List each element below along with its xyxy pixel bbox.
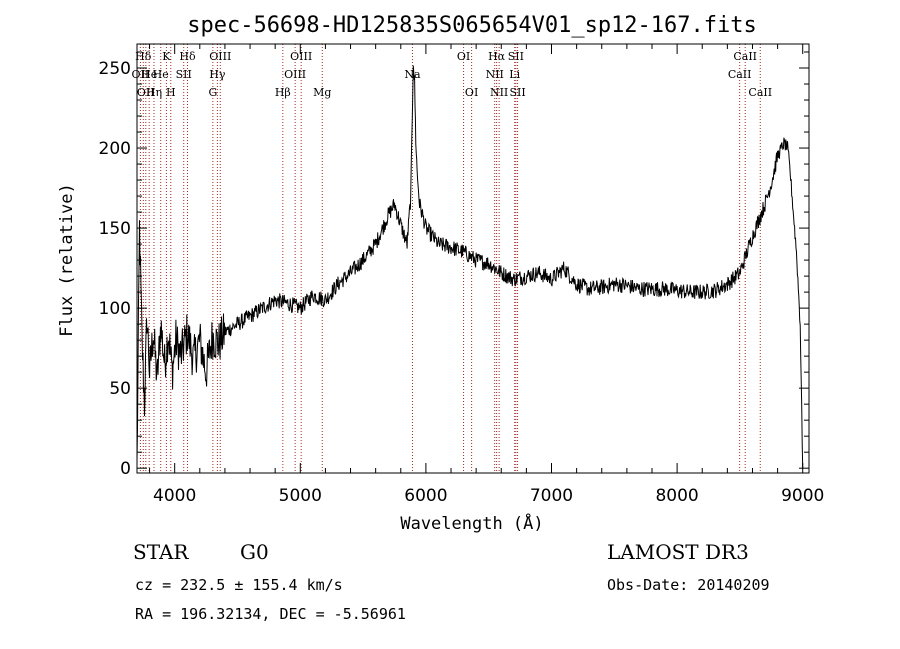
reference-label-18: OI bbox=[457, 50, 470, 63]
reference-label-23: Li bbox=[509, 68, 520, 81]
reference-label-24: SII bbox=[508, 50, 524, 63]
y-tick-label: 0 bbox=[120, 459, 131, 479]
reference-label-28: CaII bbox=[748, 86, 772, 99]
reference-label-4: Hη bbox=[146, 86, 162, 99]
spectrum-line bbox=[136, 65, 804, 469]
y-tick-label: 100 bbox=[99, 299, 131, 319]
reference-label-10: G bbox=[208, 86, 217, 99]
y-tick-label: 150 bbox=[99, 219, 131, 239]
observation-date: Obs-Date: 20140209 bbox=[607, 576, 770, 594]
x-tick-label: 7000 bbox=[530, 486, 573, 506]
x-tick-label: 5000 bbox=[279, 486, 322, 506]
reference-label-16: Mg bbox=[313, 86, 331, 99]
x-tick-label: 4000 bbox=[153, 486, 196, 506]
y-tick-label: 250 bbox=[99, 59, 131, 79]
reference-label-11: Hγ bbox=[209, 68, 226, 81]
reference-label-27: CaII bbox=[733, 50, 757, 63]
reference-label-20: NII bbox=[486, 68, 504, 81]
reference-label-13: Hβ bbox=[275, 86, 291, 99]
reference-label-3: He bbox=[141, 68, 157, 81]
survey-name: LAMOST DR3 bbox=[607, 540, 749, 564]
reference-label-2: OII bbox=[137, 86, 155, 99]
y-axis-label: Flux (relative) bbox=[57, 183, 77, 337]
reference-label-9: Hδ bbox=[179, 50, 196, 63]
reference-label-5: He bbox=[153, 68, 169, 81]
plot-frame bbox=[136, 43, 810, 474]
reference-label-15: OIII bbox=[290, 50, 312, 63]
reference-line-labels: OIIHδOIIHeHηHeKHSIIHδGHγOIIIHβOIIIOIIIMg… bbox=[132, 50, 773, 99]
reference-label-6: K bbox=[162, 50, 171, 63]
object-subclass: G0 bbox=[240, 540, 269, 564]
y-tick-label: 200 bbox=[99, 139, 131, 159]
x-tick-label: 8000 bbox=[655, 486, 698, 506]
reference-label-12: OIII bbox=[209, 50, 231, 63]
y-axis-ticks: 0 50 100 150 200 250 bbox=[99, 51, 809, 479]
reference-label-1: Hδ bbox=[135, 50, 152, 63]
x-tick-label: 6000 bbox=[404, 486, 447, 506]
object-class: STAR bbox=[133, 540, 189, 564]
reference-label-8: SII bbox=[176, 68, 192, 81]
reference-label-22: NII bbox=[490, 86, 508, 99]
chart-title: spec-56698-HD125835S065654V01_sp12-167.f… bbox=[187, 13, 757, 38]
reference-lines bbox=[139, 44, 761, 473]
reference-label-19: OI bbox=[465, 86, 478, 99]
x-axis-label: Wavelength (Å) bbox=[400, 512, 543, 534]
reference-label-14: OIII bbox=[284, 68, 306, 81]
reference-label-26: CaII bbox=[728, 68, 752, 81]
y-tick-label: 50 bbox=[109, 379, 131, 399]
coordinates: RA = 196.32134, DEC = -5.56961 bbox=[135, 605, 406, 623]
reference-label-25: SII bbox=[509, 86, 525, 99]
x-tick-label: 9000 bbox=[781, 486, 824, 506]
redshift-velocity: cz = 232.5 ± 155.4 km/s bbox=[135, 576, 343, 594]
x-axis-ticks: 4000 5000 6000 7000 8000 9000 bbox=[149, 44, 824, 506]
reference-label-7: H bbox=[166, 86, 176, 99]
reference-label-21: Hα bbox=[488, 50, 506, 63]
reference-label-0: OII bbox=[132, 68, 150, 81]
